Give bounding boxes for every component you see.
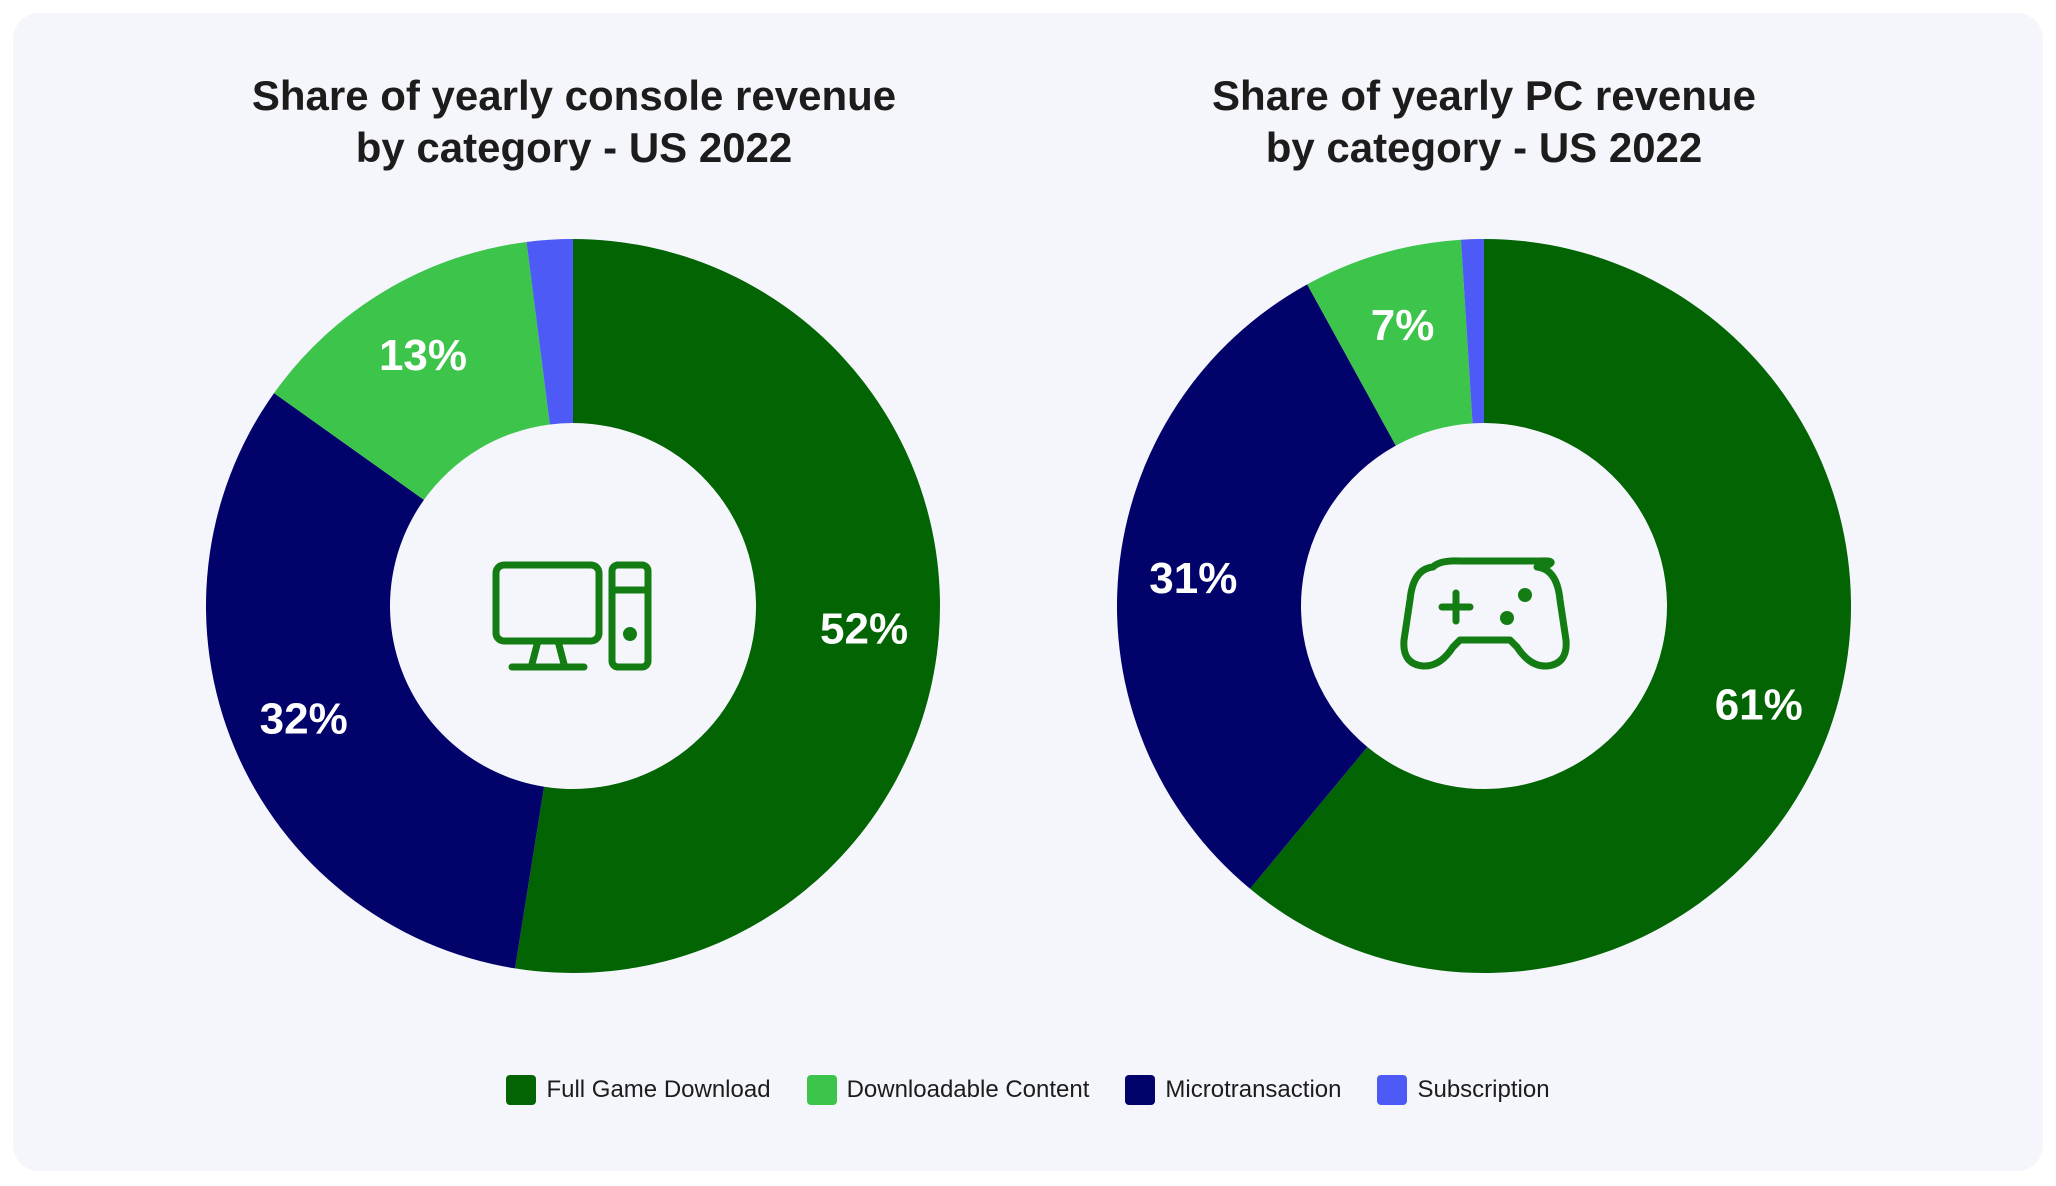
legend-swatch	[1125, 1075, 1156, 1105]
legend-swatch	[506, 1075, 537, 1105]
pc-chart-title: Share of yearly PC revenue by category -…	[1034, 70, 1934, 174]
legend-item-subscription[interactable]: Subscription	[1377, 1075, 1550, 1105]
data-label-downloadable-content: 7%	[1371, 301, 1435, 350]
legend: Full Game Download Downloadable Content …	[0, 1075, 2056, 1105]
legend-label: Full Game Download	[546, 1076, 771, 1103]
legend-item-microtransaction[interactable]: Microtransaction	[1125, 1075, 1341, 1105]
legend-item-full-game-download[interactable]: Full Game Download	[506, 1075, 771, 1105]
legend-swatch	[806, 1075, 837, 1105]
desktop-computer-icon	[492, 561, 652, 671]
data-label-full-game-download: 52%	[820, 605, 908, 654]
slice-subscription[interactable]	[526, 239, 573, 425]
console-chart-title: Share of yearly console revenue by categ…	[124, 70, 1024, 174]
legend-item-downloadable-content[interactable]: Downloadable Content	[806, 1075, 1090, 1105]
console-title-line-1: Share of yearly console revenue	[251, 72, 897, 119]
slice-full-game-download[interactable]	[515, 239, 941, 974]
slice-downloadable-content[interactable]	[274, 241, 550, 500]
pc-title-line-2: by category - US 2022	[1265, 124, 1703, 171]
legend-label: Microtransaction	[1165, 1076, 1342, 1103]
console-title-line-2: by category - US 2022	[355, 124, 793, 171]
pc-title-line-1: Share of yearly PC revenue	[1212, 72, 1756, 119]
data-label-microtransaction: 32%	[260, 694, 348, 743]
legend-swatch	[1377, 1075, 1408, 1105]
slice-microtransaction[interactable]	[206, 393, 545, 969]
data-label-microtransaction: 31%	[1149, 554, 1237, 603]
slice-downloadable-content[interactable]	[1307, 239, 1473, 446]
data-label-full-game-download: 61%	[1715, 680, 1803, 729]
slice-full-game-download[interactable]	[1250, 239, 1851, 973]
legend-label: Downloadable Content	[846, 1076, 1090, 1103]
slice-subscription[interactable]	[1460, 239, 1484, 424]
legend-label: Subscription	[1417, 1076, 1550, 1103]
data-label-downloadable-content: 13%	[379, 331, 467, 380]
game-controller-icon	[1400, 557, 1570, 670]
slice-microtransaction[interactable]	[1117, 284, 1396, 889]
